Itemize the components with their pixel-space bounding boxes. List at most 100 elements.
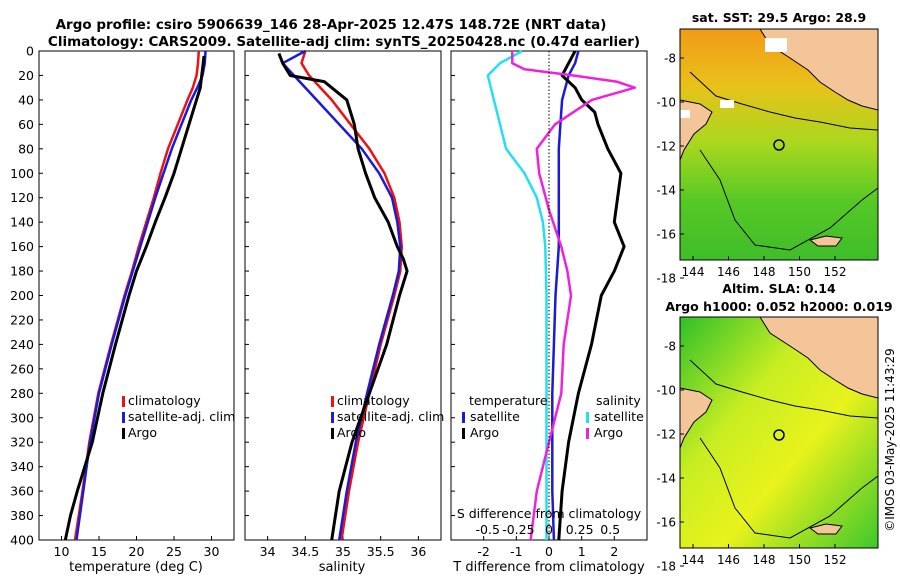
map2-title-line1: Altim. SLA: 0.14 xyxy=(722,281,836,296)
map-x-tick-label: 146 xyxy=(717,265,740,279)
map-y-tick-label: -12 xyxy=(656,428,676,442)
depth-tick-label: 100 xyxy=(10,166,34,181)
cloud-mask xyxy=(680,110,690,118)
depth-tick-label: 280 xyxy=(10,386,34,401)
series-line-climatology xyxy=(300,50,404,541)
x-tick-label: 20 xyxy=(129,544,145,559)
land-mass xyxy=(680,317,878,399)
x-tick-label: 36 xyxy=(410,544,426,559)
depth-tick-label: 40 xyxy=(18,92,34,107)
salinity-plot: 34 34.5 35 35.5 36 xyxy=(260,49,426,559)
secondary-x-tick-label: 0.25 xyxy=(566,522,594,537)
x-tick-label: 34 xyxy=(260,544,276,559)
x-tick-label: 35.5 xyxy=(367,544,395,559)
difference-secondary-xlabel: S difference from climatology xyxy=(457,506,642,521)
map-y-tick-label: -18 xyxy=(656,560,676,574)
depth-tick-label: 300 xyxy=(10,410,34,425)
series-line-s-satellite xyxy=(486,49,548,540)
legend-swatch-t-argo xyxy=(462,428,465,439)
legend-label-s-satellite: satellite xyxy=(594,409,644,424)
legend-swatch-climatology xyxy=(122,396,125,407)
depth-tick-label: 0 xyxy=(26,44,34,59)
series-line-s-argo xyxy=(511,51,637,541)
map-y-tick-label: -8 xyxy=(664,52,676,66)
difference-legend: temperature satellite Argo salinity sate… xyxy=(462,393,644,440)
x-tick-label: 1 xyxy=(578,544,586,559)
map-x-tick-label: 144 xyxy=(682,265,705,279)
temperature-legend: climatology satellite-adj. clim Argo xyxy=(122,393,235,440)
depth-tick-label: 400 xyxy=(10,533,34,548)
depth-tick-label: 200 xyxy=(10,288,34,303)
legend-label-t-satellite: satellite xyxy=(470,409,520,424)
argo-float-marker xyxy=(773,139,785,151)
map2-frame xyxy=(679,316,879,549)
sst-map xyxy=(680,29,878,260)
depth-tick-label: 20 xyxy=(18,68,34,83)
map-x-tick-label: 152 xyxy=(824,265,847,279)
land-mass xyxy=(808,235,843,247)
difference-xlabel: T difference from climatology xyxy=(452,560,645,575)
temperature-plot: 10 15 20 25 30 xyxy=(54,50,220,559)
depth-tick-label: 60 xyxy=(18,117,34,132)
depth-tick-label: 360 xyxy=(10,484,34,499)
secondary-x-tick-label: -0.5 xyxy=(476,522,500,537)
map-y-tick-label: -14 xyxy=(656,184,676,198)
map-y-tick-label: -8 xyxy=(664,340,676,354)
series-line-argo xyxy=(63,55,206,541)
depth-axis: 0 20 40 60 80 100 120 140 160 180 200 220 240 260 280 3… xyxy=(10,44,455,548)
depth-tick-label: 340 xyxy=(10,459,34,474)
legend-group-temperature: temperature xyxy=(469,393,548,408)
depth-contour xyxy=(699,149,878,251)
x-tick-label: 2 xyxy=(610,544,618,559)
depth-tick-label: 180 xyxy=(10,264,34,279)
legend-swatch-s-argo xyxy=(586,428,589,439)
difference-panel-frame xyxy=(450,50,648,541)
x-tick-label: 34.5 xyxy=(291,544,319,559)
x-tick-label: -2 xyxy=(477,544,489,559)
x-tick-label: 30 xyxy=(204,544,220,559)
legend-swatch-argo xyxy=(122,428,125,439)
depth-tick-label: 260 xyxy=(10,361,34,376)
map-x-tick-label: 148 xyxy=(753,553,776,567)
depth-contour xyxy=(699,437,878,539)
depth-tick-label: 380 xyxy=(10,508,34,523)
x-tick-label: 15 xyxy=(91,544,107,559)
temperature-xlabel: temperature (deg C) xyxy=(69,560,203,575)
map-y-tick-label: -12 xyxy=(656,140,676,154)
map-x-tick-label: 146 xyxy=(717,553,740,567)
map2-axes: 144 146 148 150 152 -8 -10 -12 -14 -16 -18 xyxy=(656,340,846,574)
map-y-tick-label: -10 xyxy=(656,384,676,398)
land-mass xyxy=(808,523,843,535)
depth-tick-label: 320 xyxy=(10,435,34,450)
chart-title-line2: Climatology: CARS2009. Satellite-adj cli… xyxy=(48,34,640,50)
secondary-x-tick-label: 0 xyxy=(545,522,553,537)
map-x-tick-label: 148 xyxy=(753,265,776,279)
map-y-tick-label: -10 xyxy=(656,96,676,110)
legend-swatch-satellite xyxy=(331,412,334,423)
depth-tick-label: 240 xyxy=(10,337,34,352)
legend-label-argo: Argo xyxy=(128,425,157,440)
map1-title: sat. SST: 29.5 Argo: 28.9 xyxy=(692,10,866,25)
sla-map xyxy=(680,317,878,548)
cloud-mask xyxy=(765,38,787,52)
map-y-tick-label: -14 xyxy=(656,472,676,486)
legend-label-climatology: climatology xyxy=(128,393,201,408)
depth-tick-label: 140 xyxy=(10,215,34,230)
x-tick-label: 35 xyxy=(335,544,351,559)
depth-contour xyxy=(689,71,878,131)
secondary-x-tick-label: -0.25 xyxy=(502,522,534,537)
secondary-x-tick-label: 0.5 xyxy=(600,522,620,537)
chart-title-line1: Argo profile: csiro 5906639_146 28-Apr-2… xyxy=(56,17,607,33)
legend-swatch-climatology xyxy=(331,396,334,407)
legend-swatch-t-satellite xyxy=(462,412,465,423)
map-y-tick-label: -16 xyxy=(656,516,676,530)
depth-tick-label: 80 xyxy=(18,141,34,156)
temperature-panel-frame xyxy=(38,50,235,541)
legend-swatch-s-satellite xyxy=(586,412,589,423)
cloud-mask xyxy=(720,100,734,108)
map-y-tick-label: -16 xyxy=(656,228,676,242)
legend-label-climatology: climatology xyxy=(337,393,410,408)
x-tick-label: 10 xyxy=(54,544,70,559)
series-line-t-argo xyxy=(557,50,626,541)
